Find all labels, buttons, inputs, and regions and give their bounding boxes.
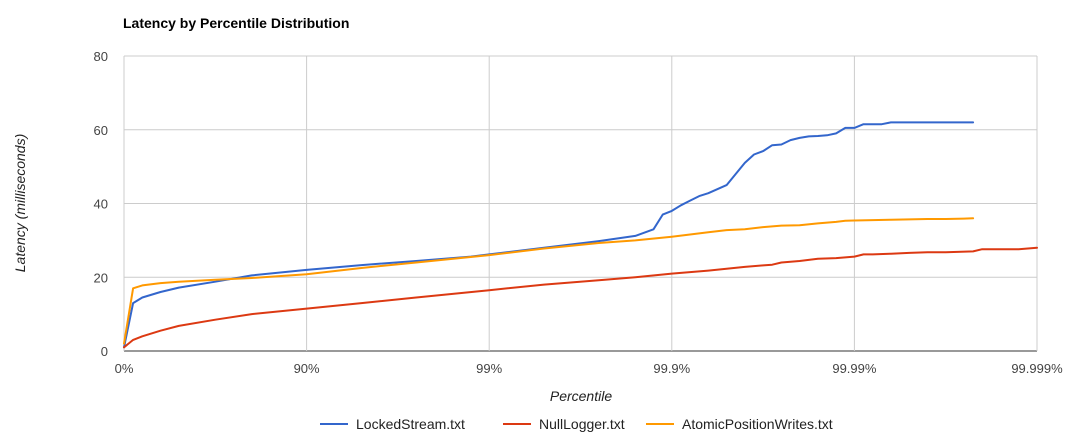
- x-axis-label: Percentile: [550, 388, 612, 404]
- x-tick-label: 99.99%: [832, 361, 877, 376]
- x-tick-label: 99.9%: [653, 361, 690, 376]
- y-axis-label: Latency (milliseconds): [12, 134, 28, 273]
- legend-label: NullLogger.txt: [539, 416, 625, 432]
- x-tick-label: 99%: [476, 361, 502, 376]
- y-tick-label: 20: [94, 270, 108, 285]
- legend-label: AtomicPositionWrites.txt: [682, 416, 833, 432]
- legend: LockedStream.txt NullLogger.txt AtomicPosi…: [320, 416, 833, 432]
- x-tick-label: 0%: [115, 361, 134, 376]
- y-tick-label: 0: [101, 344, 108, 359]
- series-layer: [123, 121, 1038, 349]
- legend-label: LockedStream.txt: [356, 416, 465, 432]
- y-tick-label: 80: [94, 49, 108, 64]
- x-tick-label: 90%: [294, 361, 320, 376]
- y-tick-label: 40: [94, 197, 108, 212]
- x-tick-labels: 0% 90% 99% 99.9% 99.99% 99.999%: [115, 361, 1063, 376]
- y-tick-labels: 0 20 40 60 80: [94, 49, 108, 359]
- series-line-0: [123, 121, 975, 349]
- chart-title: Latency by Percentile Distribution: [123, 15, 349, 31]
- grid-lines: [123, 55, 1038, 352]
- series-line-2: [123, 217, 975, 345]
- y-tick-label: 60: [94, 123, 108, 138]
- series-line-1: [123, 246, 1038, 349]
- x-tick-label: 99.999%: [1011, 361, 1063, 376]
